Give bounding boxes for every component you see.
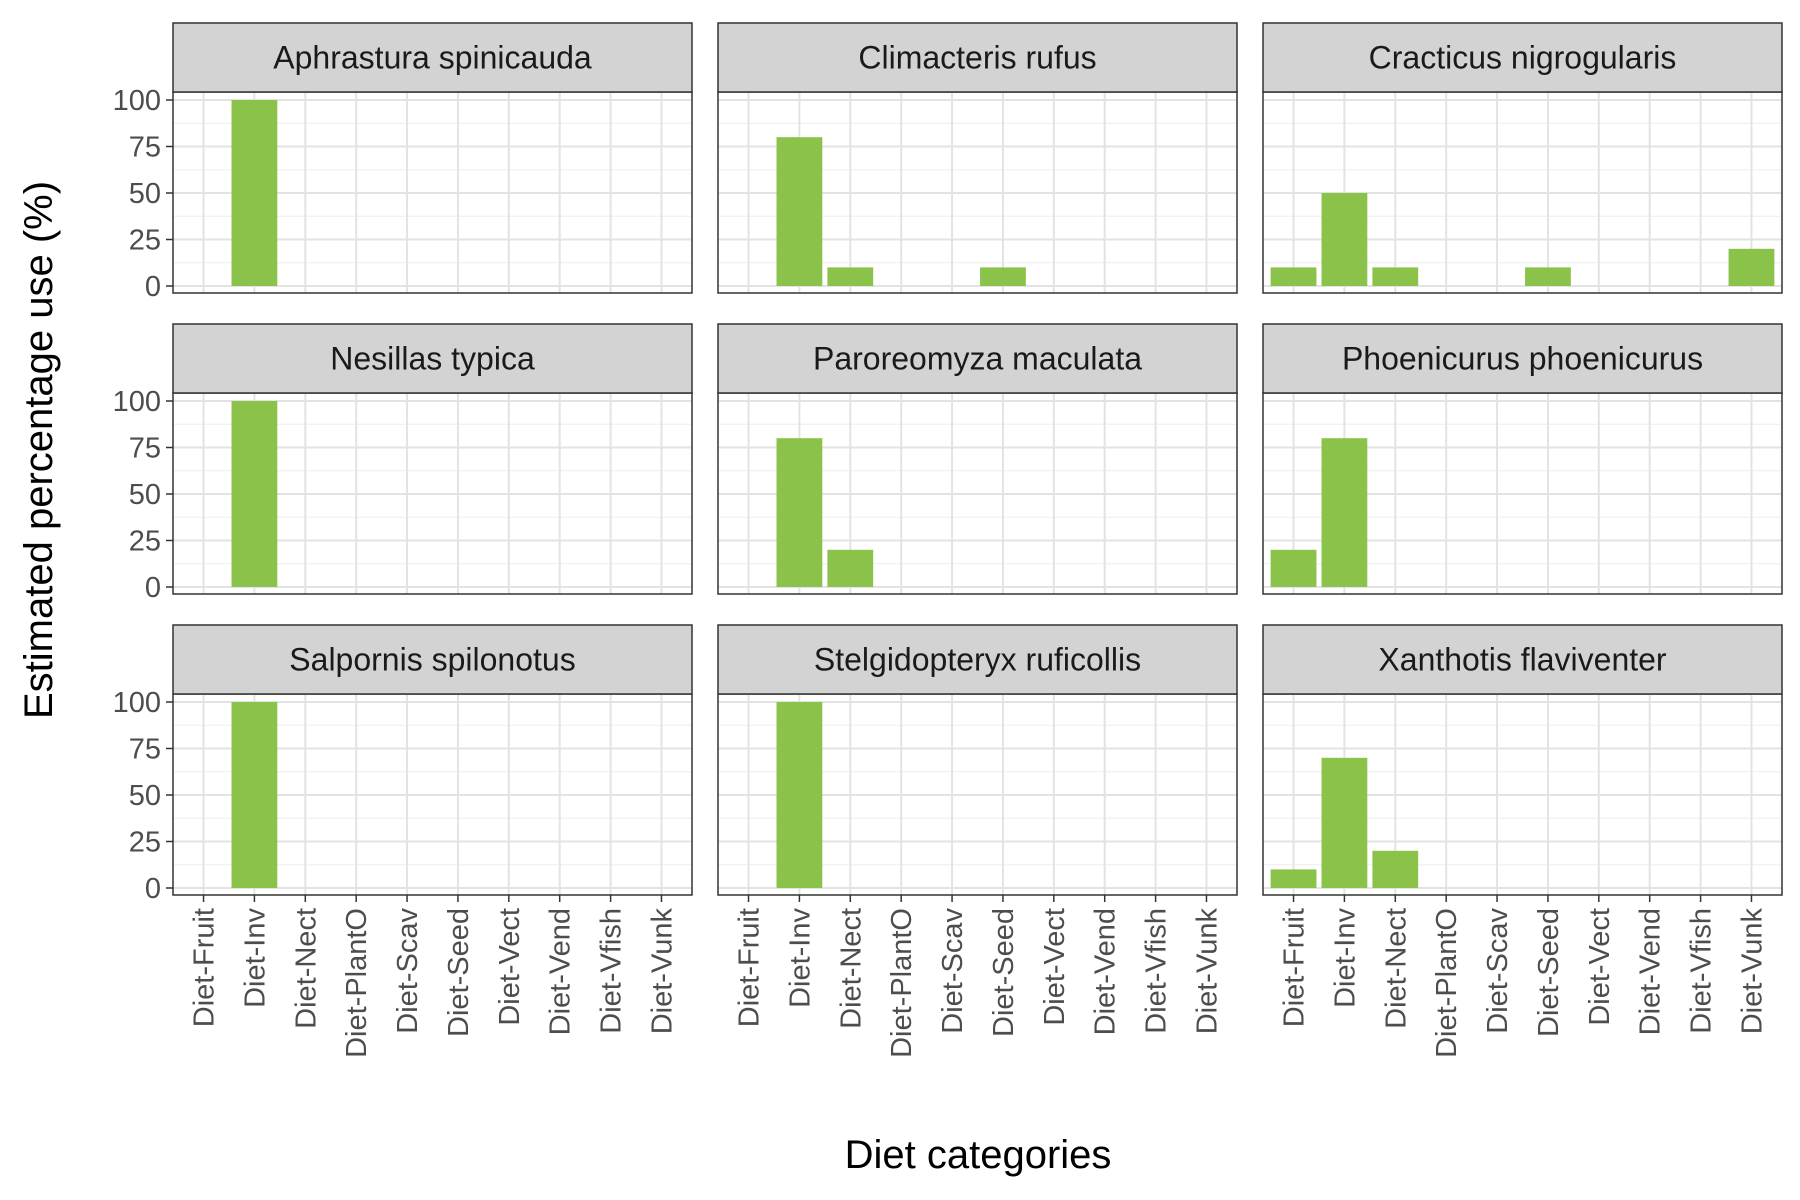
x-tick-label: Diet-PlantO <box>341 908 373 1058</box>
panel-8: Stelgidopteryx ruficollis Diet-Fruit Diet-… <box>717 624 1238 1058</box>
y-tick-label: 0 <box>145 271 161 303</box>
facet-title: Climacteris rufus <box>858 40 1096 76</box>
panel-3: Cracticus nigrogularis <box>1262 22 1783 294</box>
bar-diet-seed <box>1525 267 1571 286</box>
facet-strip <box>717 624 1238 695</box>
bar-diet-inv <box>1321 757 1368 888</box>
bar-diet-inv <box>231 702 278 888</box>
x-tick-label: Diet-Seed <box>988 908 1020 1037</box>
y-tick-label: 50 <box>129 178 161 210</box>
y-axis-title: Estimated percentage use (%) <box>17 181 61 719</box>
x-tick-label: Diet-Vect <box>1039 908 1071 1026</box>
bar-diet-fruit <box>1270 549 1317 587</box>
y-tick-label: 50 <box>129 479 161 511</box>
x-tick-label: Diet-Nect <box>1380 908 1412 1029</box>
bar-diet-inv <box>776 702 823 888</box>
bar-diet-nect <box>1372 267 1419 286</box>
facet-title: Stelgidopteryx ruficollis <box>814 642 1141 678</box>
x-tick-label: Diet-Inv <box>239 908 271 1008</box>
bar-diet-inv <box>1321 193 1368 286</box>
x-tick-label: Diet-Seed <box>443 908 475 1037</box>
facet-title: Salpornis spilonotus <box>289 642 575 678</box>
bar-diet-nect <box>827 267 874 286</box>
y-tick-label: 75 <box>129 433 161 465</box>
y-tick-label: 100 <box>113 687 161 719</box>
bar-diet-fruit <box>1270 869 1317 888</box>
x-tick-label: Diet-Vunk <box>1736 908 1768 1035</box>
x-tick-label: Diet-Seed <box>1533 908 1565 1037</box>
x-tick-label: Diet-Inv <box>784 908 816 1008</box>
y-tick-label: 100 <box>113 85 161 117</box>
facet-strip <box>1262 624 1783 695</box>
facet-strip <box>172 323 693 394</box>
facet-strip <box>172 22 693 93</box>
panel-9: Xanthotis flaviventer Diet-Fruit Diet-Inv D… <box>1262 624 1783 1058</box>
y-tick-label: 75 <box>129 734 161 766</box>
x-tick-label: Diet-Vfish <box>1686 908 1718 1034</box>
chart-panels: Aphrastura spinicauda 0 25 50 75 100 Climacter… <box>113 22 1783 1058</box>
facet-title: Nesillas typica <box>330 341 535 377</box>
facet-strip <box>1262 22 1783 93</box>
facet-title: Phoenicurus phoenicurus <box>1342 341 1703 377</box>
facet-strip <box>1262 323 1783 394</box>
x-tick-label: Diet-Vect <box>494 908 526 1026</box>
x-tick-label: Diet-PlantO <box>1431 908 1463 1058</box>
bar-diet-nect <box>827 549 874 587</box>
x-tick-label: Diet-Inv <box>1329 908 1361 1008</box>
x-tick-label: Diet-Vunk <box>646 908 678 1035</box>
y-tick-label: 25 <box>129 827 161 859</box>
bar-diet-vunk <box>1728 248 1775 286</box>
y-tick-label: 75 <box>129 132 161 164</box>
x-tick-label: Diet-Vfish <box>596 908 628 1034</box>
x-tick-label: Diet-Fruit <box>1279 908 1311 1027</box>
facet-title: Paroreomyza maculata <box>813 341 1142 377</box>
bar-diet-nect <box>1372 850 1419 888</box>
y-tick-label: 0 <box>145 572 161 604</box>
facet-strip <box>717 323 1238 394</box>
panel-7: Salpornis spilonotus 0 25 50 75 100 Diet-Fruit… <box>113 624 693 1058</box>
x-axis-title: Diet categories <box>845 1133 1112 1177</box>
bar-diet-seed <box>980 267 1026 286</box>
panel-1: Aphrastura spinicauda 0 25 50 75 100 <box>113 22 693 303</box>
y-tick-label: 0 <box>145 873 161 905</box>
x-tick-label: Diet-Nect <box>290 908 322 1029</box>
facet-title: Xanthotis flaviventer <box>1378 642 1667 678</box>
facet-strip <box>717 22 1238 93</box>
x-tick-label: Diet-Fruit <box>189 908 221 1027</box>
bar-diet-fruit <box>1270 267 1317 286</box>
x-tick-label: Diet-Vend <box>1090 908 1122 1035</box>
facet-strip <box>172 624 693 695</box>
bar-diet-inv <box>776 137 823 286</box>
y-tick-label: 50 <box>129 780 161 812</box>
x-tick-label: Diet-Nect <box>835 908 867 1029</box>
bar-diet-inv <box>231 100 278 286</box>
x-tick-label: Diet-Vfish <box>1141 908 1173 1034</box>
bar-diet-inv <box>1321 438 1368 587</box>
bar-diet-inv <box>231 401 278 587</box>
x-tick-label: Diet-Fruit <box>734 908 766 1027</box>
panel-4: Nesillas typica 0 25 50 75 100 <box>113 323 693 604</box>
panel-2: Climacteris rufus <box>717 22 1238 294</box>
y-tick-label: 25 <box>129 526 161 558</box>
x-tick-label: Diet-Vect <box>1584 908 1616 1026</box>
y-tick-label: 100 <box>113 386 161 418</box>
bar-diet-inv <box>776 438 823 587</box>
x-tick-label: Diet-Vend <box>1635 908 1667 1035</box>
facet-title: Aphrastura spinicauda <box>273 40 592 76</box>
x-tick-label: Diet-Scav <box>937 908 969 1034</box>
panel-5: Paroreomyza maculata <box>717 323 1238 595</box>
x-tick-label: Diet-PlantO <box>886 908 918 1058</box>
x-tick-label: Diet-Scav <box>392 908 424 1034</box>
y-tick-label: 25 <box>129 225 161 257</box>
x-tick-label: Diet-Scav <box>1482 908 1514 1034</box>
panel-6: Phoenicurus phoenicurus <box>1262 323 1783 595</box>
x-tick-label: Diet-Vunk <box>1191 908 1223 1035</box>
x-tick-label: Diet-Vend <box>545 908 577 1035</box>
facet-title: Cracticus nigrogularis <box>1369 40 1677 76</box>
